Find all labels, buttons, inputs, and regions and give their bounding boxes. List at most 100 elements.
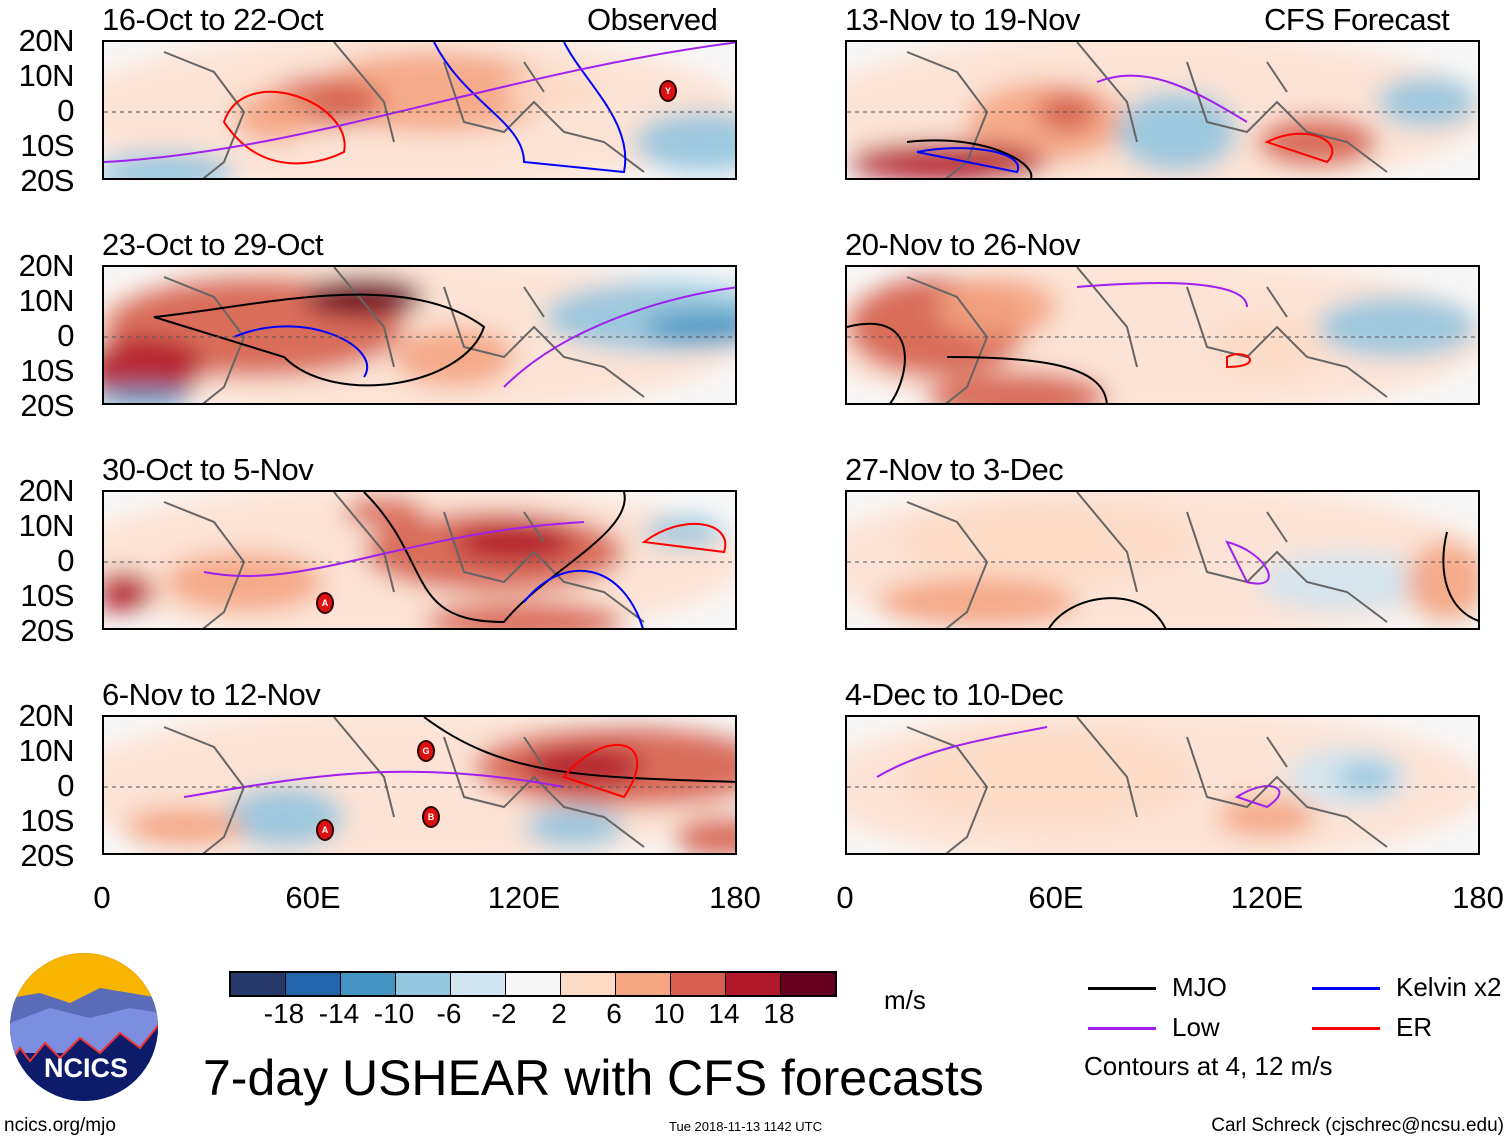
shading-blob	[1207, 317, 1327, 377]
panel-title: 16-Oct to 22-Oct	[102, 2, 324, 37]
contour-line	[562, 744, 638, 799]
contour-line	[946, 356, 1108, 403]
lat-tick-label: 10S	[20, 803, 74, 838]
colorbar-label: 14	[708, 998, 740, 1029]
panel-title: 30-Oct to 5-Nov	[102, 452, 314, 487]
shading-blob	[937, 277, 1057, 337]
lat-tick-label: 10S	[20, 128, 74, 163]
shear-map	[847, 717, 1478, 853]
colorbar-swatch	[781, 973, 835, 995]
legend-line-mjo	[1088, 987, 1156, 990]
lat-tick-label: 20S	[20, 388, 74, 423]
website-link[interactable]: ncics.org/mjo	[4, 1115, 116, 1136]
colorbar-label: 2	[551, 998, 567, 1029]
shading-blob	[634, 112, 735, 172]
map-panel-forecast	[845, 40, 1480, 180]
contour-line	[1225, 540, 1270, 585]
shading-blob	[304, 277, 424, 317]
lat-tick-label: 20N	[18, 248, 75, 283]
shading-blob	[1257, 117, 1377, 167]
lon-tick-label: 60E	[1028, 880, 1084, 915]
contour-note: Contours at 4, 12 m/s	[1084, 1051, 1333, 1081]
shading-blob	[644, 312, 735, 342]
shear-map	[104, 42, 735, 178]
legend-line-low	[1088, 1027, 1156, 1030]
figure-title: 7-day USHEAR with CFS forecasts	[203, 1050, 984, 1106]
map-panel-observed: G A B	[102, 715, 737, 855]
legend-label: MJO	[1172, 972, 1227, 1002]
shading-blob	[927, 372, 1107, 403]
shading-blob	[1217, 797, 1317, 837]
contour-line	[433, 42, 627, 174]
contour-line	[876, 726, 1048, 778]
lon-tick-label: 0	[93, 880, 111, 915]
map-panel-forecast	[845, 715, 1480, 855]
lat-tick-label: 10S	[20, 578, 74, 613]
legend-line-kelvin-x2	[1312, 987, 1380, 990]
units-label: m/s	[884, 985, 926, 1015]
lat-tick-label: 0	[57, 318, 74, 353]
contour-line	[104, 42, 735, 163]
lon-tick-label: 120E	[1230, 880, 1304, 915]
panel-title: 6-Nov to 12-Nov	[102, 677, 321, 712]
tropical-cyclone-marker: G	[417, 740, 435, 762]
panel-title: 4-Dec to 10-Dec	[845, 677, 1064, 712]
lat-tick-label: 0	[57, 93, 74, 128]
shading-blob	[504, 72, 604, 112]
colorbar-swatch	[341, 973, 396, 995]
panel-title: 13-Nov to 19-Nov	[845, 2, 1080, 37]
contour-line	[1234, 785, 1281, 809]
legend-label: Kelvin x2	[1396, 972, 1502, 1002]
lon-tick-label: 60E	[285, 880, 341, 915]
shading-blob	[124, 807, 244, 847]
colorbar-swatch	[506, 973, 561, 995]
legend-label: ER	[1396, 1012, 1433, 1042]
colorbar-swatch	[286, 973, 341, 995]
contour-line	[847, 323, 906, 403]
contour-line	[1442, 531, 1478, 622]
lat-tick-label: 20N	[18, 698, 75, 733]
tropical-cyclone-marker: B	[422, 806, 440, 828]
shading-blob	[1377, 77, 1477, 127]
tropical-cyclone-marker: A	[316, 819, 334, 841]
lat-tick-label: 20N	[18, 23, 75, 58]
contour-line	[222, 90, 346, 165]
shading-blob	[424, 602, 624, 628]
lat-tick-label: 10S	[20, 353, 74, 388]
colorbar-swatch	[726, 973, 781, 995]
colorbar-label: -18	[263, 998, 305, 1029]
contour-line	[906, 139, 1033, 178]
shading-blob	[897, 727, 1197, 827]
lat-tick-label: 20S	[20, 613, 74, 648]
lat-tick-label: 10N	[18, 283, 75, 318]
shear-map	[104, 717, 735, 853]
shading-blob	[344, 497, 424, 527]
shading-blob	[104, 152, 234, 178]
shading-blob	[1257, 552, 1437, 612]
shading-blob	[104, 337, 204, 397]
shading-blob	[224, 787, 344, 847]
lat-tick-label: 10N	[18, 733, 75, 768]
lat-tick-label: 20N	[18, 473, 75, 508]
shading-blob	[877, 577, 1077, 627]
shading-blob	[164, 552, 324, 612]
shading-blob	[454, 522, 574, 562]
contour-line	[1076, 282, 1248, 308]
ncics-logo: NCICS	[10, 953, 158, 1101]
contour-line	[183, 770, 565, 798]
colorbar-swatch	[451, 973, 506, 995]
map-panel-observed: Y	[102, 40, 737, 180]
shading-blob	[394, 327, 514, 387]
legend-line-er	[1312, 1027, 1380, 1030]
colorbar-label: 10	[653, 998, 685, 1029]
lat-tick-label: 20S	[20, 163, 74, 198]
timestamp: Tue 2018-11-13 1142 UTC	[669, 1119, 822, 1134]
lat-tick-label: 0	[57, 768, 74, 803]
contour-line	[1096, 74, 1248, 123]
shading-blob	[104, 572, 154, 612]
panel-title: 27-Nov to 3-Dec	[845, 452, 1064, 487]
contour-line	[423, 717, 735, 783]
shading-blob	[897, 502, 1197, 582]
contour-line	[153, 293, 486, 387]
shading-blob	[1317, 297, 1477, 357]
